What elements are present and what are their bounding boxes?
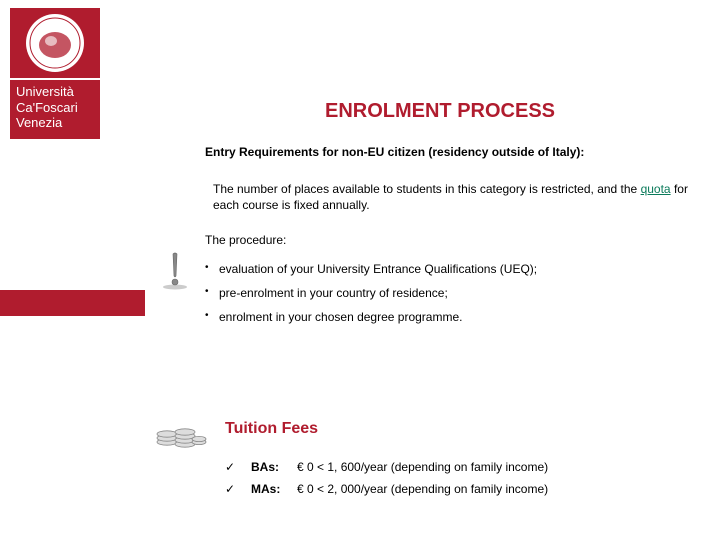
procedure-list: evaluation of your University Entrance Q… — [205, 257, 705, 329]
intro-paragraph: The number of places available to studen… — [205, 181, 705, 213]
list-item: evaluation of your University Entrance Q… — [205, 257, 705, 281]
check-icon: ✓ — [225, 482, 251, 496]
coins-icon — [155, 412, 207, 450]
fee-label: MAs: — [251, 482, 297, 496]
check-icon: ✓ — [225, 460, 251, 474]
page-title: ENROLMENT PROCESS — [175, 100, 705, 123]
paragraph-pre: The number of places available to studen… — [213, 182, 641, 196]
fee-label: BAs: — [251, 460, 297, 474]
tuition-fees-section: Tuition Fees ✓ BAs: € 0 < 1, 600/year (d… — [225, 420, 695, 500]
logo-line-2: Ca'Foscari — [16, 100, 94, 116]
fee-value: € 0 < 2, 000/year (depending on family i… — [297, 482, 548, 496]
exclamation-icon — [155, 250, 195, 290]
logo-text: Università Ca'Foscari Venezia — [10, 80, 100, 139]
logo-crest — [10, 8, 100, 78]
quota-link[interactable]: quota — [641, 182, 671, 196]
sidebar-accent-bar — [0, 290, 145, 316]
procedure-label: The procedure: — [205, 233, 705, 247]
fee-row: ✓ MAs: € 0 < 2, 000/year (depending on f… — [225, 478, 695, 500]
logo-line-1: Università — [16, 84, 94, 100]
logo-line-3: Venezia — [16, 115, 94, 131]
university-logo: Università Ca'Foscari Venezia — [10, 8, 100, 139]
list-item: enrolment in your chosen degree programm… — [205, 305, 705, 329]
main-content: ENROLMENT PROCESS Entry Requirements for… — [205, 100, 705, 329]
tuition-fees-heading: Tuition Fees — [225, 420, 695, 438]
fee-value: € 0 < 1, 600/year (depending on family i… — [297, 460, 548, 474]
list-item: pre-enrolment in your country of residen… — [205, 281, 705, 305]
entry-requirements-heading: Entry Requirements for non-EU citizen (r… — [205, 145, 705, 159]
fee-row: ✓ BAs: € 0 < 1, 600/year (depending on f… — [225, 456, 695, 478]
